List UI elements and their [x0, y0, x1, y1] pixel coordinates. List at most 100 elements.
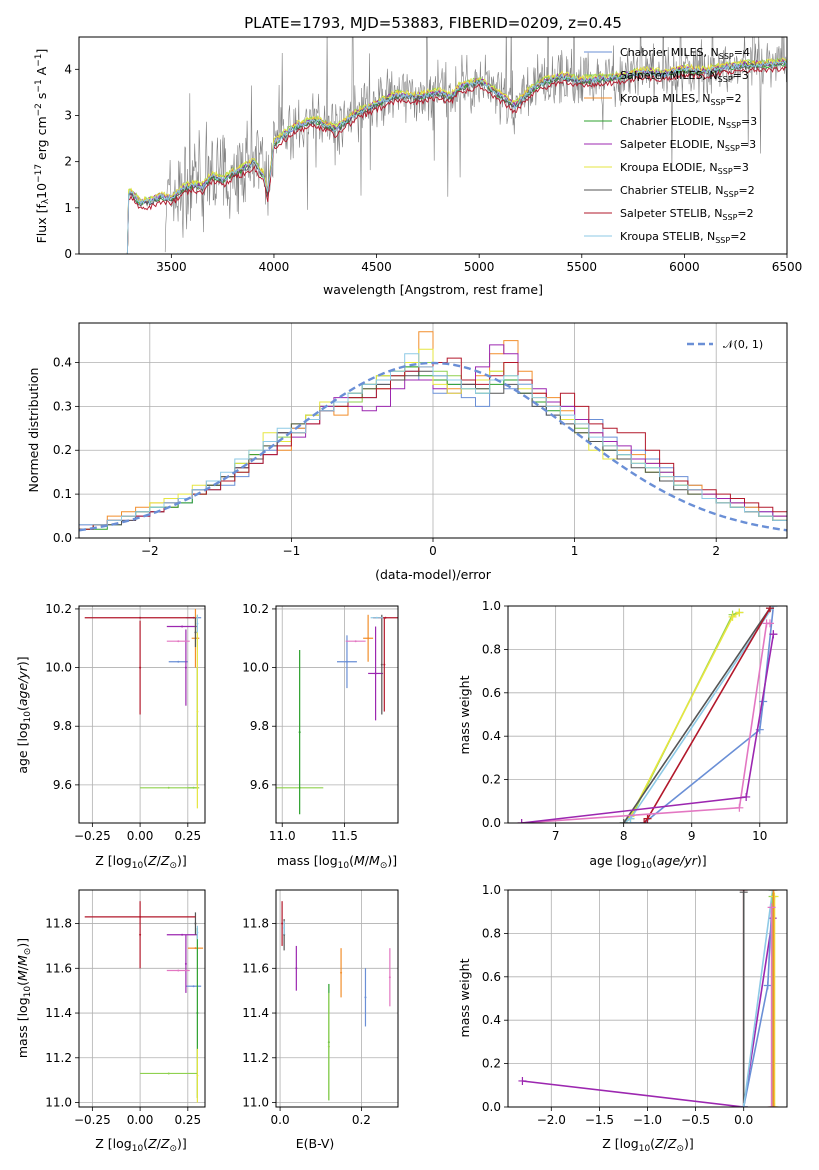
plus-marker [763, 981, 772, 990]
spectrum-xlabel: wavelength [Angstrom, rest frame] [323, 282, 543, 297]
data-point [177, 660, 180, 663]
plus-marker [765, 619, 774, 628]
data-point [383, 663, 386, 666]
weight-vs-age-panel: 7 8 9 10 0.0 0.2 0.4 0.6 0.8 1.0 [482, 599, 788, 843]
data-point [139, 616, 142, 619]
y-tick-label: 3 [64, 108, 72, 122]
x-tick-label: 2 [712, 544, 720, 558]
axes-frame [78, 36, 788, 255]
axes-frame [507, 889, 788, 1108]
plus-marker [640, 819, 649, 823]
residuals-panel: −2 −1 0 1 2 0.0 0.1 0.2 0.3 0.4 𝒩(0, 1) [53, 322, 788, 558]
y-tick-label: 0.2 [53, 443, 72, 457]
y-tick-label: 9.6 [250, 778, 269, 792]
x-tick-label: 0.0 [271, 1113, 290, 1127]
plus-marker [517, 819, 526, 823]
data-point [181, 933, 184, 936]
x-tick-label: 3500 [156, 260, 187, 274]
mass-ebv-xlabel: E(B-V) [296, 1136, 335, 1151]
weight-z-ylabel: mass weight [457, 958, 472, 1037]
data-point [364, 996, 367, 999]
plus-marker [769, 1103, 778, 1107]
y-tick-label: 11.6 [242, 961, 269, 975]
legend-label: Kroupa MILES, NSSP=2 [620, 92, 742, 107]
y-tick-label: 10.0 [45, 661, 72, 675]
data-point [184, 962, 187, 965]
y-tick-label: 0.8 [482, 926, 501, 940]
data-point [354, 640, 357, 643]
axes-frame [78, 889, 206, 1108]
age-vs-mass-plot-area [276, 614, 398, 815]
weight-age-xlabel: age [log10(age/yr)] [589, 853, 706, 871]
plus-marker [735, 803, 744, 812]
normal-reference-curve [79, 361, 787, 532]
y-tick-label: 1.0 [482, 599, 501, 613]
spectrum-plot-area [126, 37, 787, 254]
weight-vs-z-panel: −2.0 −1.5 −1.0 −0.5 0.0 0.0 0.2 0.4 0.6 0.8 1.0 [482, 883, 788, 1127]
axes-frame [78, 322, 788, 539]
x-tick-label: −1 [283, 544, 301, 558]
weight-line [522, 918, 774, 1107]
spectrum-ylabel: Flux [fλ10−17 erg cm−2 s−1 A−1] [34, 49, 51, 244]
y-tick-label: 0 [64, 247, 72, 261]
x-tick-label: 6000 [669, 260, 700, 274]
plus-marker [769, 890, 778, 894]
data-point [295, 967, 298, 970]
data-point [375, 616, 378, 619]
y-tick-label: 10.0 [242, 661, 269, 675]
data-point [196, 1012, 199, 1015]
spectrum-panel: 3500 4000 4500 5000 5500 6000 6500 0 1 2 3 4 Chabrie… [64, 36, 802, 274]
age-vs-z-plot-area [84, 608, 202, 809]
y-tick-label: 4 [64, 62, 72, 76]
weight-vs-z-plot-area [518, 890, 779, 1107]
x-tick-label: 4000 [259, 260, 290, 274]
x-tick-label: 10 [752, 829, 767, 843]
y-tick-label: 0.0 [482, 1100, 501, 1114]
y-tick-label: 11.2 [242, 1051, 269, 1065]
plus-marker [767, 1103, 776, 1107]
spectrum-title: PLATE=1793, MJD=53883, FIBERID=0209, z=0… [244, 14, 622, 32]
x-tick-label: 0.2 [352, 1113, 371, 1127]
data-point [388, 976, 391, 979]
residuals-ylabel: Normed distribution [26, 368, 41, 493]
y-tick-label: 0.6 [482, 970, 501, 984]
plus-marker [735, 608, 744, 617]
weight-line [742, 890, 774, 1107]
x-tick-label: −1.0 [633, 1113, 662, 1127]
data-point [139, 933, 142, 936]
age-mass-xlabel: mass [log10(M/M⊙)] [277, 853, 397, 871]
axes-frame [275, 605, 399, 824]
data-point [194, 922, 197, 925]
plus-marker [739, 1103, 748, 1107]
data-point [167, 1072, 170, 1075]
data-point [380, 663, 383, 666]
x-tick-label: 11.5 [331, 829, 358, 843]
age-vs-z-panel: −0.25 0.00 0.25 9.6 9.8 10.0 10.2 [45, 602, 206, 843]
model-spectrum-line [126, 65, 787, 254]
weight-age-ylabel: mass weight [457, 675, 472, 754]
y-tick-label: 0.2 [482, 773, 501, 787]
data-point [194, 947, 197, 950]
x-tick-label: 4500 [361, 260, 392, 274]
plus-marker [769, 630, 778, 639]
y-tick-label: 9.8 [250, 719, 269, 733]
x-tick-label: −0.5 [681, 1113, 710, 1127]
y-tick-label: 11.6 [45, 961, 72, 975]
y-tick-label: 11.4 [242, 1006, 269, 1020]
y-tick-label: 11.8 [242, 917, 269, 931]
data-point [340, 971, 343, 974]
data-point [367, 637, 370, 640]
legend-label: Chabrier ELODIE, NSSP=3 [620, 115, 757, 130]
y-tick-label: 11.8 [45, 917, 72, 931]
residuals-plot-area [79, 331, 787, 538]
y-tick-label: 0.6 [482, 686, 501, 700]
data-point [177, 969, 180, 972]
plus-marker [643, 814, 652, 823]
y-tick-label: 0.4 [53, 355, 72, 369]
plus-marker [619, 819, 628, 823]
data-point [327, 1045, 330, 1048]
plus-marker [739, 890, 748, 897]
x-tick-label: 0 [429, 544, 437, 558]
histogram-step [79, 353, 787, 538]
